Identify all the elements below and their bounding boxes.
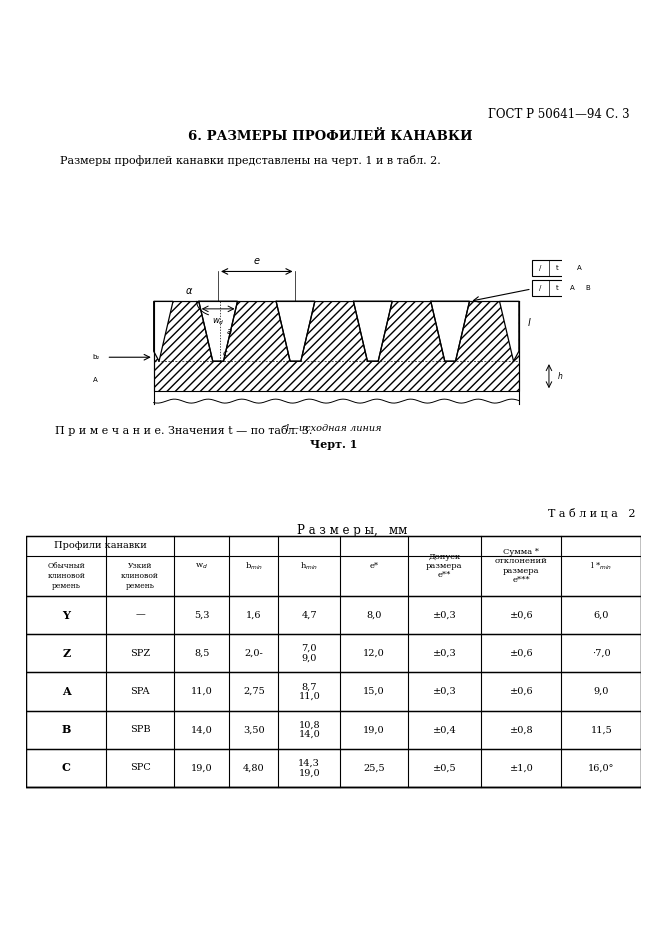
Text: Черт. 1: Черт. 1 bbox=[311, 439, 358, 450]
Text: 6. РАЗМЕРЫ ПРОФИЛЕЙ КАНАВКИ: 6. РАЗМЕРЫ ПРОФИЛЕЙ КАНАВКИ bbox=[188, 130, 473, 143]
Text: Узкий
клиновой
ремень: Узкий клиновой ремень bbox=[121, 562, 159, 590]
Text: ±0,3: ±0,3 bbox=[432, 687, 456, 696]
Text: ±0,6: ±0,6 bbox=[510, 611, 533, 620]
Text: 9,0: 9,0 bbox=[594, 687, 609, 696]
Text: Обычный
клиновой
ремень: Обычный клиновой ремень bbox=[48, 562, 85, 590]
Text: 4,80: 4,80 bbox=[243, 764, 264, 772]
Text: ±0,4: ±0,4 bbox=[432, 726, 456, 734]
Text: 11,0: 11,0 bbox=[191, 687, 213, 696]
Text: h$_{min}$: h$_{min}$ bbox=[300, 560, 319, 571]
Text: 14,3
19,0: 14,3 19,0 bbox=[298, 758, 320, 777]
Text: 8,7
11,0: 8,7 11,0 bbox=[298, 683, 320, 701]
Text: ·7,0: ·7,0 bbox=[592, 649, 611, 658]
Polygon shape bbox=[153, 301, 173, 361]
Text: П р и м е ч а н и е. Значения t — по табл. 3.: П р и м е ч а н и е. Значения t — по таб… bbox=[55, 425, 313, 436]
Text: 8,5: 8,5 bbox=[194, 649, 210, 658]
Text: 10,8
14,0: 10,8 14,0 bbox=[298, 720, 320, 739]
Text: ±0,6: ±0,6 bbox=[510, 649, 533, 658]
Text: Размеры профилей канавки представлены на черт. 1 и в табл. 2.: Размеры профилей канавки представлены на… bbox=[60, 155, 441, 166]
Text: l: l bbox=[527, 318, 530, 328]
Text: ±1,0: ±1,0 bbox=[510, 764, 533, 772]
Text: 16,0°: 16,0° bbox=[588, 764, 615, 772]
Text: SPB: SPB bbox=[130, 726, 151, 734]
Text: w$_d$: w$_d$ bbox=[195, 561, 208, 570]
Text: α: α bbox=[186, 286, 192, 295]
Text: b₂: b₂ bbox=[92, 354, 99, 360]
Text: 4,7: 4,7 bbox=[301, 611, 317, 620]
Text: Y: Y bbox=[62, 610, 71, 621]
Text: 5,3: 5,3 bbox=[194, 611, 210, 620]
Text: ±0,3: ±0,3 bbox=[432, 611, 456, 620]
Text: Т а б л и ц а   2: Т а б л и ц а 2 bbox=[547, 508, 635, 518]
Text: 7,0
9,0: 7,0 9,0 bbox=[301, 644, 317, 663]
Text: ±0,6: ±0,6 bbox=[510, 687, 533, 696]
Text: a: a bbox=[227, 327, 232, 336]
Text: C: C bbox=[62, 762, 71, 773]
Text: 3,50: 3,50 bbox=[243, 726, 264, 734]
Text: t: t bbox=[556, 285, 559, 292]
Text: Сумма *
отклонений
размера
e***: Сумма * отклонений размера e*** bbox=[495, 548, 548, 583]
Text: h: h bbox=[558, 372, 563, 381]
Text: SPC: SPC bbox=[130, 764, 151, 772]
Text: ГОСТ Р 50641—94 С. 3: ГОСТ Р 50641—94 С. 3 bbox=[488, 108, 630, 121]
Polygon shape bbox=[431, 301, 469, 361]
Text: /: / bbox=[539, 266, 541, 271]
Text: A: A bbox=[570, 285, 575, 292]
Text: 14,0: 14,0 bbox=[191, 726, 213, 734]
Text: b$_{min}$: b$_{min}$ bbox=[245, 560, 263, 571]
Text: 2,75: 2,75 bbox=[243, 687, 265, 696]
Polygon shape bbox=[500, 301, 519, 361]
Text: Профили канавки: Профили канавки bbox=[54, 541, 147, 551]
Polygon shape bbox=[153, 301, 519, 391]
Text: e*: e* bbox=[369, 562, 378, 570]
Text: Р а з м е р ы,   мм: Р а з м е р ы, мм bbox=[297, 524, 407, 537]
Polygon shape bbox=[199, 301, 237, 361]
Text: 19,0: 19,0 bbox=[191, 764, 212, 772]
Text: l *$_{min}$: l *$_{min}$ bbox=[590, 560, 612, 571]
Polygon shape bbox=[354, 301, 392, 361]
Text: ±0,5: ±0,5 bbox=[433, 764, 456, 772]
Text: B: B bbox=[585, 285, 590, 292]
Text: t: t bbox=[556, 266, 559, 271]
Text: A: A bbox=[576, 266, 582, 271]
Text: SPA: SPA bbox=[130, 687, 150, 696]
Polygon shape bbox=[276, 301, 315, 361]
Text: e: e bbox=[254, 256, 260, 266]
Text: 12,0: 12,0 bbox=[363, 649, 385, 658]
Text: /: / bbox=[539, 285, 541, 292]
Text: B: B bbox=[61, 725, 71, 735]
Text: l—исходная линия: l—исходная линия bbox=[286, 424, 382, 433]
Text: ±0,8: ±0,8 bbox=[510, 726, 533, 734]
Text: c: c bbox=[223, 350, 227, 358]
Text: 15,0: 15,0 bbox=[363, 687, 385, 696]
Text: SPZ: SPZ bbox=[130, 649, 150, 658]
Text: 2,0-: 2,0- bbox=[245, 649, 263, 658]
Text: A: A bbox=[62, 686, 71, 698]
Text: 25,5: 25,5 bbox=[363, 764, 385, 772]
Text: ±0,3: ±0,3 bbox=[432, 649, 456, 658]
Text: Z: Z bbox=[62, 648, 71, 659]
Text: 6,0: 6,0 bbox=[594, 611, 609, 620]
Text: 8,0: 8,0 bbox=[366, 611, 381, 620]
Text: $w_d$: $w_d$ bbox=[212, 316, 225, 327]
Text: A: A bbox=[93, 377, 98, 383]
Text: 1,6: 1,6 bbox=[246, 611, 262, 620]
Text: 19,0: 19,0 bbox=[363, 726, 385, 734]
Text: —: — bbox=[136, 611, 145, 620]
Text: 11,5: 11,5 bbox=[590, 726, 612, 734]
Text: Допуск
размера
e**: Допуск размера e** bbox=[426, 553, 463, 579]
